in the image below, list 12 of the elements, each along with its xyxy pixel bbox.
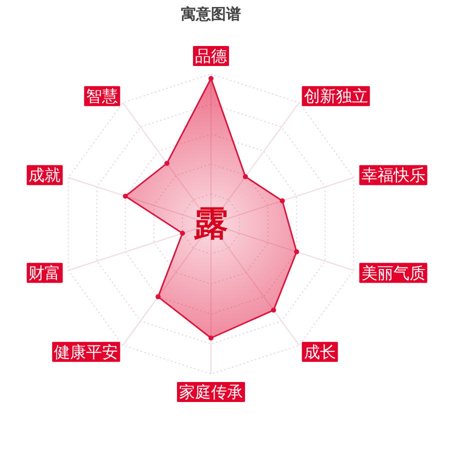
text: 露 xyxy=(193,204,228,244)
axis-label: 财富 xyxy=(26,262,63,283)
axis-label: 成就 xyxy=(26,165,63,186)
axis-label: 成长 xyxy=(302,342,338,362)
axis-label: 幸福快乐 xyxy=(359,165,428,186)
axis-label: 健康平安 xyxy=(52,342,120,362)
axis-label: 创新独立 xyxy=(302,86,370,106)
axis-label: 品德 xyxy=(193,46,229,66)
chart-title: 寓意图谱 xyxy=(181,5,241,23)
axis-label: 家庭传承 xyxy=(177,382,245,402)
axis-label: 美丽气质 xyxy=(359,262,428,283)
axis-label: 智慧 xyxy=(84,86,120,106)
